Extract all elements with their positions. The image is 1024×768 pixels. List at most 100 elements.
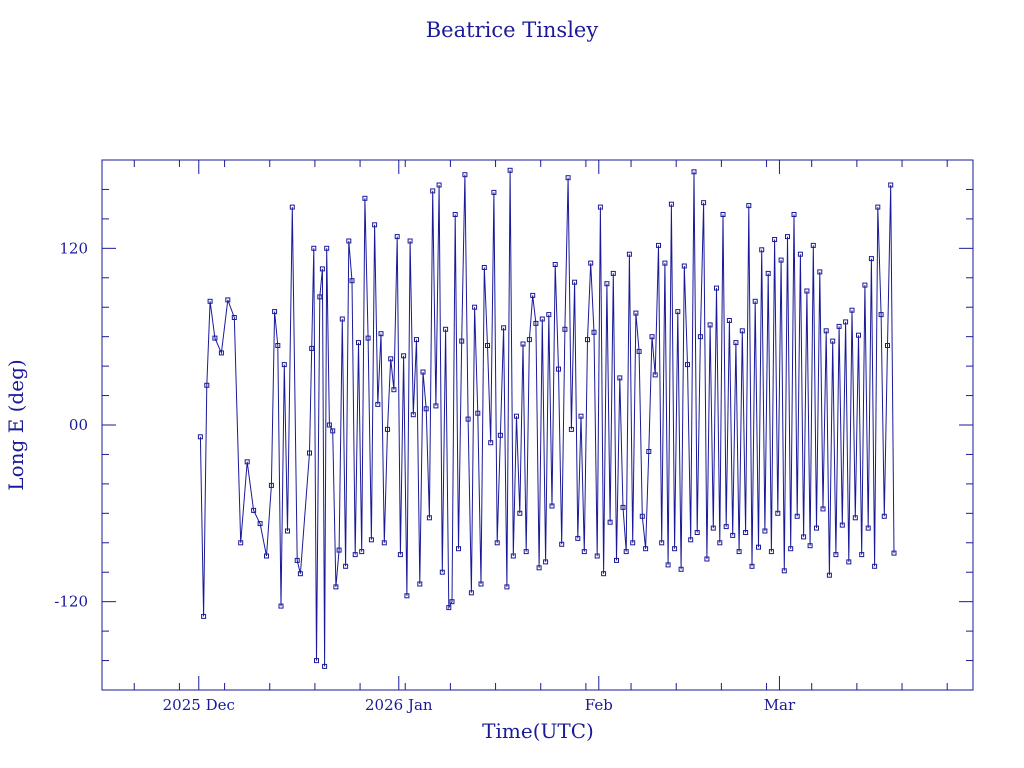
data-point — [749, 563, 755, 569]
data-point — [294, 557, 300, 563]
data-point — [462, 172, 468, 178]
data-point — [264, 553, 269, 559]
data-point — [385, 426, 390, 432]
data-point — [836, 323, 842, 329]
data-point — [868, 256, 874, 262]
data-point — [794, 513, 800, 519]
data-point — [333, 584, 339, 590]
data-point — [346, 238, 352, 244]
data-point — [349, 278, 355, 284]
data-point — [694, 530, 700, 535]
data-point — [843, 319, 849, 325]
data-point — [804, 288, 810, 294]
data-point — [456, 546, 461, 552]
data-point — [420, 369, 426, 375]
data-point — [756, 544, 761, 550]
data-point — [365, 335, 371, 341]
data-point — [278, 603, 284, 609]
data-point — [326, 422, 332, 428]
data-point — [552, 262, 558, 267]
data-point — [736, 549, 742, 555]
data-point — [678, 566, 684, 572]
data-point — [581, 549, 587, 555]
y-tick-label: 00 — [69, 416, 88, 434]
x-axis-label: Time(UTC) — [482, 719, 594, 743]
data-point — [311, 245, 317, 251]
data-point — [726, 318, 732, 323]
data-point — [201, 613, 207, 619]
data-point — [878, 312, 884, 318]
data-point — [391, 387, 397, 393]
data-point — [297, 571, 303, 577]
data-point — [359, 549, 365, 555]
data-point — [394, 234, 400, 240]
data-point — [218, 350, 224, 356]
data-point — [733, 340, 739, 346]
data-point — [207, 298, 213, 304]
data-point — [597, 204, 603, 210]
data-point — [646, 449, 652, 454]
data-point — [381, 540, 387, 546]
data-point — [307, 450, 312, 456]
data-point — [507, 167, 513, 173]
data-point — [865, 525, 871, 531]
data-point — [668, 201, 674, 207]
data-point — [539, 316, 545, 322]
data-point — [468, 590, 474, 596]
data-point — [565, 175, 571, 181]
data-point — [891, 550, 897, 556]
data-point — [785, 234, 790, 240]
data-point — [324, 245, 330, 251]
data-point — [881, 513, 887, 519]
data-point — [504, 584, 510, 590]
data-point — [404, 593, 410, 599]
data-point — [772, 237, 778, 242]
data-point — [520, 341, 526, 347]
data-point — [417, 581, 423, 587]
data-point — [591, 329, 597, 335]
data-point — [523, 549, 529, 555]
data-point — [788, 546, 794, 552]
data-point — [352, 552, 358, 558]
data-point — [807, 543, 813, 549]
data-point — [810, 242, 816, 248]
data-point — [268, 482, 274, 488]
data-point — [517, 510, 523, 516]
data-point — [472, 304, 478, 310]
data-point — [452, 212, 458, 217]
data-point — [426, 515, 432, 521]
data-point — [197, 434, 203, 440]
data-point — [623, 549, 629, 555]
data-point — [620, 504, 626, 510]
data-point — [626, 251, 632, 257]
x-tick-label: Mar — [764, 696, 796, 714]
data-point — [617, 375, 623, 381]
data-point — [717, 540, 723, 546]
data-point — [443, 326, 449, 332]
ticks-layer: 120 00 -120 2025 Dec 2026 Jan Feb Mar — [54, 160, 973, 714]
data-point — [546, 312, 552, 318]
y-tick-label: -120 — [54, 593, 88, 611]
data-point — [536, 565, 542, 571]
data-point — [343, 563, 349, 569]
data-point — [601, 571, 607, 577]
data-point — [491, 189, 497, 195]
data-point — [765, 270, 771, 276]
data-point — [423, 406, 429, 412]
data-point — [652, 372, 658, 378]
data-point — [672, 546, 678, 552]
data-point — [414, 337, 419, 343]
data-point — [604, 281, 610, 287]
y-axis-label: Long E (deg) — [4, 359, 28, 490]
data-point — [368, 537, 374, 543]
data-point — [775, 510, 781, 516]
data-point — [362, 195, 368, 201]
data-point — [314, 658, 319, 664]
data-point — [397, 552, 403, 558]
data-point — [817, 269, 823, 275]
data-point — [510, 553, 516, 559]
data-point — [449, 599, 455, 605]
data-point — [746, 203, 752, 209]
data-point — [862, 282, 868, 288]
data-point — [762, 528, 768, 534]
